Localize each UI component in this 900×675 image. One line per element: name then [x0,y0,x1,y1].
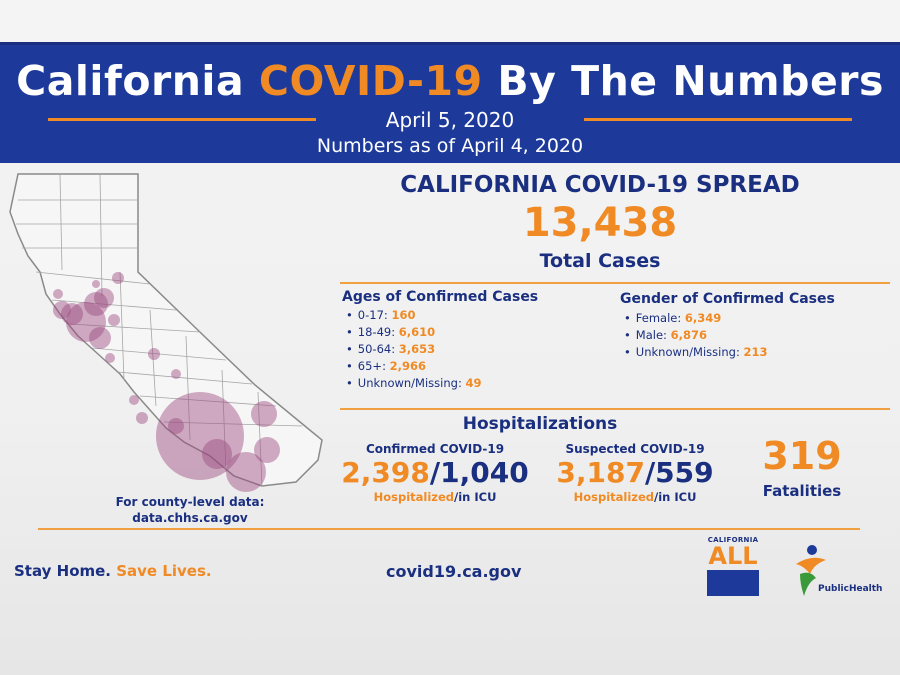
bubble-riverside [251,401,277,427]
bubble-contra-costa [89,327,111,349]
ca-all-badge [707,570,759,596]
stay-home-slogan: Stay Home. Save Lives. [14,562,212,580]
confirmed-hospitalized: 2,398 [341,456,430,489]
county-data-note: For county-level data: data.chhs.ca.gov [70,494,310,526]
ages-item: 0-17: 160 [346,307,482,324]
bubble-ventura [168,418,184,434]
county-data-link[interactable]: data.chhs.ca.gov [132,511,248,525]
bubble-los-angeles [156,392,244,480]
page-title: California COVID-19 By The Numbers [16,57,884,105]
bubble-monterey [105,353,115,363]
website-link[interactable]: covid19.ca.gov [386,562,522,581]
bubble-santa-barbara [136,412,148,424]
report-date: April 5, 2020 [385,108,515,132]
ages-item: Unknown/Missing: 49 [346,375,482,392]
bubble-sacramento [94,288,114,308]
gender-item: Male: 6,876 [624,327,768,344]
header-rule-right [584,118,852,121]
confirmed-label: Confirmed COVID-19 [365,442,505,456]
gender-heading: Gender of Confirmed Cases [620,291,835,307]
ages-heading: Ages of Confirmed Cases [342,289,539,305]
california-all-logo: CALIFORNIA ALL [700,536,766,604]
bubble-sonoma [53,289,63,299]
cdph-logo: PublicHealth [790,540,890,602]
divider-middle [340,408,890,410]
bubble-slo [129,395,139,405]
data-as-of: Numbers as of April 4, 2020 [316,135,584,157]
suspected-icu: 559 [655,456,714,489]
confirmed-icu: 1,040 [440,456,529,489]
suspected-label: Suspected COVID-19 [565,442,705,456]
fatalities-label: Fatalities [762,482,842,500]
bubble-san-bernardino [254,437,280,463]
spread-title: CALIFORNIA COVID-19 SPREAD [400,172,800,198]
total-cases-value: 13,438 [522,200,678,246]
hospitalizations-title: Hospitalizations [462,414,618,434]
case-bubbles [53,272,280,492]
header-banner: California COVID-19 By The Numbers April… [0,42,900,163]
confirmed-values: 2,398/1,040 [341,456,529,489]
california-map [9,173,323,492]
divider-bottom [38,528,860,530]
bubble-sf [53,301,71,319]
bubble-fresno [148,348,160,360]
suspected-hospitalized: 3,187 [556,456,645,489]
cdph-figure-icon [796,545,826,596]
bubble-yolo [92,280,100,288]
bubble-san-mateo [61,303,83,325]
bubble-san-diego [226,452,266,492]
gender-item: Unknown/Missing: 213 [624,344,768,361]
divider-top [340,282,890,284]
suspected-values: 3,187/559 [556,456,714,489]
bubble-san-joaquin [108,314,120,326]
bubble-kern [171,369,181,379]
suspected-footnote: Hospitalized/in ICU [573,490,697,504]
bubble-santa-clara [66,302,106,342]
ages-list: 0-17: 160 18-49: 6,610 50-64: 3,653 65+:… [346,307,482,392]
header-rule-left [48,118,316,121]
county-lines [16,173,303,487]
gender-list: Female: 6,349 Male: 6,876 Unknown/Missin… [624,310,768,361]
bubble-orange [202,439,232,469]
confirmed-footnote: Hospitalized/in ICU [373,490,497,504]
bubble-placer [112,272,124,284]
fatalities-value: 319 [762,434,842,478]
ages-item: 65+: 2,966 [346,358,482,375]
ages-item: 18-49: 6,610 [346,324,482,341]
gender-item: Female: 6,349 [624,310,768,327]
total-cases-label: Total Cases [539,250,661,272]
bubble-alameda [84,292,108,316]
ages-item: 50-64: 3,653 [346,341,482,358]
